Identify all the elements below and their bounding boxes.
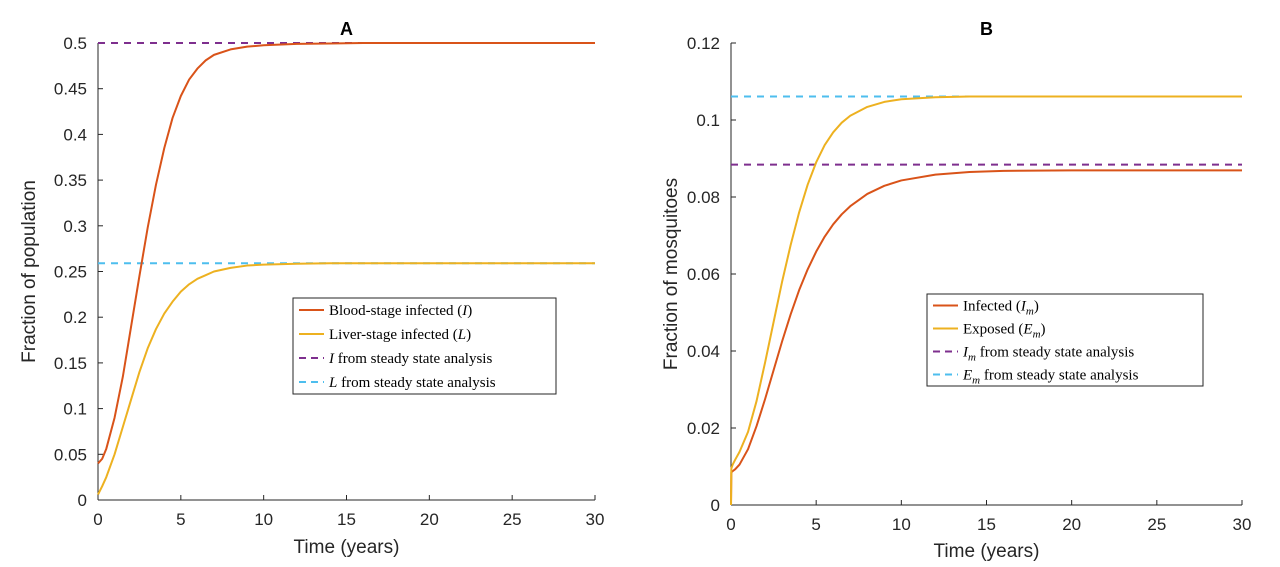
y-axis-label: Fraction of population — [19, 180, 40, 363]
x-tick-label: 10 — [254, 510, 273, 529]
legend-label-var: I — [328, 351, 335, 367]
series-line-1 — [97, 262, 595, 495]
y-tick-label: 0.3 — [63, 217, 87, 236]
y-tick-label: 0.4 — [63, 125, 87, 144]
legend-item: Infected (Im) — [933, 299, 1039, 318]
legend-label-var: E — [962, 368, 972, 384]
x-tick-label: 15 — [977, 515, 996, 534]
legend-label-tail: from steady state analysis — [337, 375, 495, 391]
legend-label-var: I — [461, 303, 468, 319]
legend-box — [926, 293, 1204, 387]
legend-label-tail: from steady state analysis — [976, 345, 1134, 361]
x-tick-label: 25 — [1147, 515, 1166, 534]
y-tick-label: 0.15 — [54, 354, 87, 373]
x-tick-label: 5 — [811, 515, 820, 534]
legend-label-text: Exposed ( — [963, 322, 1023, 338]
legend-label-var: L — [457, 327, 466, 343]
chart-title: B — [980, 19, 993, 39]
x-tick-label: 20 — [1062, 515, 1081, 534]
x-tick-label: 25 — [503, 510, 522, 529]
y-tick-label: 0.2 — [63, 308, 87, 327]
y-axis-label: Fraction of mosquitoes — [661, 178, 682, 370]
chart-b: B 0 5 10 15 20 25 30 0 0.02 0.04 0.06 0.08 0.1 0.12 Tim… — [661, 19, 1251, 562]
x-tick-label: 20 — [420, 510, 439, 529]
legend-label-text: Blood-stage infected ( — [329, 303, 462, 319]
y-tick-label: 0.12 — [687, 34, 720, 53]
chart-a: A 0 5 10 15 20 25 30 0 0.05 0.1 0.15 0.2 0.25 0.3 0.35 0… — [19, 19, 604, 558]
y-tick-label: 0.08 — [687, 188, 720, 207]
legend-item: Exposed (Em) — [933, 322, 1046, 341]
y-tick-label: 0.02 — [687, 419, 720, 438]
legend: Infected (Im)Exposed (Em)Im from steady … — [926, 293, 1204, 387]
y-tick-label: 0.05 — [54, 445, 87, 464]
legend-label: I from steady state analysis — [328, 351, 492, 367]
y-tick-label: 0.25 — [54, 263, 87, 282]
legend-label-text: Infected ( — [963, 299, 1021, 315]
legend-label-var: I — [1020, 299, 1027, 315]
legend-label: Infected (Im) — [963, 299, 1039, 318]
x-tick-label: 5 — [176, 510, 185, 529]
legend-label-var: E — [1022, 322, 1032, 338]
legend-label: Liver-stage infected (L) — [329, 327, 471, 343]
y-tick-label: 0.5 — [63, 34, 87, 53]
legend-label: Blood-stage infected (I) — [329, 303, 472, 319]
series-line-0 — [730, 169, 1242, 506]
legend-label-tail: ) — [1034, 299, 1039, 315]
legend-item: Im from steady state analysis — [933, 345, 1134, 364]
y-tick-label: 0.45 — [54, 80, 87, 99]
legend-item: Blood-stage infected (I) — [299, 303, 472, 319]
legend-item: Em from steady state analysis — [933, 368, 1139, 387]
chart-title: A — [340, 19, 353, 39]
x-axis-label: Time (years) — [934, 541, 1040, 562]
series-line-0 — [97, 42, 595, 465]
x-tick-label: 0 — [726, 515, 735, 534]
y-tick-label: 0.1 — [63, 400, 87, 419]
legend-label-sub: m — [968, 352, 976, 364]
legend-item: I from steady state analysis — [299, 351, 492, 367]
x-tick-label: 0 — [93, 510, 102, 529]
y-tick-label: 0.06 — [687, 265, 720, 284]
legend-label: Exposed (Em) — [963, 322, 1046, 341]
x-tick-label: 15 — [337, 510, 356, 529]
legend-label-sub: m — [972, 375, 980, 387]
legend-label-sub: m — [1033, 329, 1041, 341]
legend-item: Liver-stage infected (L) — [299, 327, 471, 343]
y-tick-label: 0.04 — [687, 342, 720, 361]
x-tick-label: 30 — [586, 510, 605, 529]
legend-label: Em from steady state analysis — [962, 368, 1139, 387]
y-tick-label: 0.1 — [696, 111, 720, 130]
legend-item: L from steady state analysis — [299, 375, 496, 391]
y-tick-label: 0 — [711, 496, 720, 515]
legend-label-var: I — [962, 345, 969, 361]
legend-label-tail: ) — [1041, 322, 1046, 338]
legend-label-tail: ) — [467, 303, 472, 319]
legend-label-tail: from steady state analysis — [980, 368, 1138, 384]
y-tick-label: 0 — [78, 491, 87, 510]
x-tick-label: 10 — [892, 515, 911, 534]
legend-label-tail: from steady state analysis — [334, 351, 492, 367]
legend: Blood-stage infected (I)Liver-stage infe… — [292, 297, 557, 395]
legend-label-text: Liver-stage infected ( — [329, 327, 458, 343]
x-tick-label: 30 — [1233, 515, 1252, 534]
legend-label-tail: ) — [466, 327, 471, 343]
series-line-1 — [730, 95, 1242, 506]
legend-label: Im from steady state analysis — [962, 345, 1134, 364]
x-axis-label: Time (years) — [294, 537, 400, 558]
legend-label: L from steady state analysis — [328, 375, 496, 391]
legend-label-sub: m — [1026, 306, 1034, 318]
legend-box — [292, 297, 557, 395]
legend-label-var: L — [328, 375, 337, 391]
y-tick-label: 0.35 — [54, 171, 87, 190]
